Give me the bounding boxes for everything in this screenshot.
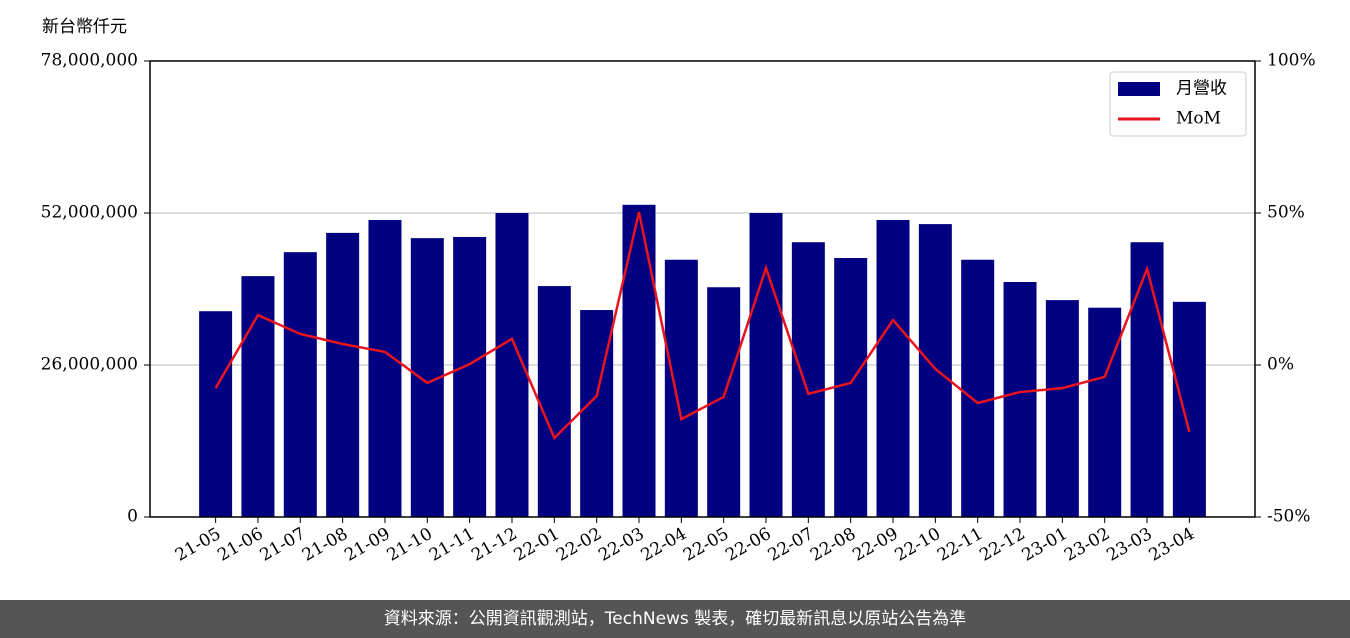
bar <box>537 286 571 517</box>
y-tick-label: 0 <box>127 507 138 527</box>
x-tick-label: 21-07 <box>257 524 309 566</box>
x-tick-label: 22-09 <box>849 524 901 566</box>
x-tick-label: 21-08 <box>299 524 351 566</box>
y2-tick-label: 50% <box>1267 203 1305 223</box>
x-tick-label: 22-01 <box>511 524 563 566</box>
x-tick-label: 21-12 <box>468 524 520 566</box>
y-tick-label: 78,000,000 <box>41 51 138 71</box>
bar <box>199 311 233 517</box>
bar <box>961 259 995 517</box>
bar <box>749 213 783 517</box>
line <box>214 211 1191 441</box>
x-tick-label: 22-11 <box>934 524 986 566</box>
x-tick-label: 21-05 <box>172 524 224 566</box>
plot-frame <box>149 60 1256 518</box>
y-tick-label: 26,000,000 <box>41 355 138 375</box>
x-tick-label: 22-08 <box>807 524 859 566</box>
y2-tick-label: 0% <box>1267 355 1294 375</box>
bar <box>622 204 656 518</box>
y2-tick-label: 100% <box>1267 51 1316 71</box>
bar <box>1088 307 1122 517</box>
x-tick-label: 22-06 <box>722 524 774 566</box>
bar <box>791 242 825 517</box>
legend-label: MoM <box>1176 109 1221 129</box>
x-tick-label: 22-02 <box>553 524 605 566</box>
y2-tick-label: -50% <box>1267 507 1311 527</box>
x-tick-label: 22-12 <box>976 524 1028 566</box>
bar <box>326 232 360 517</box>
bar <box>834 258 868 517</box>
legend-swatch <box>1118 82 1160 96</box>
x-tick-label: 21-10 <box>384 524 436 566</box>
x-tick-label: 23-02 <box>1061 524 1113 566</box>
bar <box>1172 301 1206 517</box>
x-tick-label: 23-01 <box>1019 524 1071 566</box>
bar <box>368 220 402 517</box>
x-tick-label: 21-06 <box>214 524 266 566</box>
bar <box>664 259 698 517</box>
bar <box>1130 242 1164 517</box>
bar <box>241 276 275 517</box>
x-tick-label: 22-03 <box>595 524 647 566</box>
x-tick-label: 22-05 <box>680 524 732 566</box>
footer: 資料來源：公開資訊觀測站，TechNews 製表，確切最新訊息以原站公告為準 <box>0 600 1350 638</box>
bar <box>876 220 910 517</box>
x-tick-label: 22-04 <box>638 524 690 566</box>
x-tick-label: 21-11 <box>426 524 478 566</box>
x-tick-label: 22-10 <box>892 524 944 566</box>
legend-label: 月營收 <box>1176 79 1227 99</box>
bar <box>1003 281 1037 517</box>
bar <box>453 236 487 517</box>
y-tick-label: 52,000,000 <box>41 203 138 223</box>
x-tick-label: 23-03 <box>1103 524 1155 566</box>
y-axis-label: 新台幣仟元 <box>42 17 127 37</box>
x-tick-label: 21-09 <box>341 524 393 566</box>
bar <box>1045 300 1079 517</box>
chart: 新台幣仟元 0 26,000,000 52,000,000 78,000,000 -50… <box>41 17 1316 566</box>
bar <box>283 252 317 517</box>
x-tick-label: 22-07 <box>765 524 817 566</box>
x-tick-label: 23-04 <box>1146 524 1198 566</box>
